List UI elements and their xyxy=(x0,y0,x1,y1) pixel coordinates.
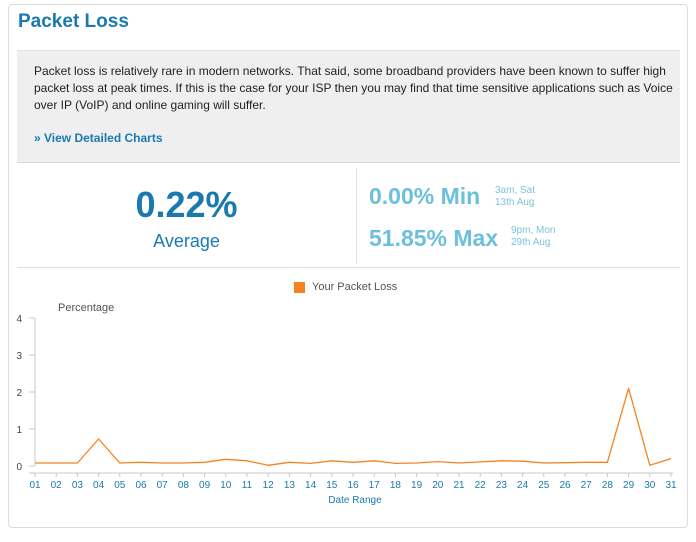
x-tick-label: 29 xyxy=(623,480,635,491)
legend-label: Your Packet Loss xyxy=(312,281,398,293)
x-tick-label: 13 xyxy=(284,480,296,491)
x-tick-label: 18 xyxy=(390,480,402,491)
x-tick-label: 23 xyxy=(496,480,508,491)
stats-row: 0.22% Average 0.00% Min 3am, Sat 13th Au… xyxy=(17,168,680,268)
min-time: 3am, Sat xyxy=(495,185,536,196)
x-tick-label: 10 xyxy=(220,480,232,491)
data-point xyxy=(670,457,672,459)
x-tick-label: 27 xyxy=(581,480,593,491)
x-tick-label: 11 xyxy=(242,480,253,491)
x-tick-label: 20 xyxy=(432,480,444,491)
x-tick-label: 06 xyxy=(135,480,147,491)
data-point xyxy=(76,462,78,464)
x-axis-title: Date Range xyxy=(328,495,382,506)
data-point xyxy=(649,464,651,466)
x-tick-label: 24 xyxy=(517,480,529,491)
data-point xyxy=(543,462,545,464)
data-point xyxy=(34,462,36,464)
data-point xyxy=(182,462,184,464)
x-tick-label: 12 xyxy=(263,480,275,491)
max-time: 9pm, Mon xyxy=(511,225,556,236)
data-point xyxy=(140,461,142,463)
data-point xyxy=(606,461,608,463)
data-point xyxy=(521,460,523,462)
x-tick-label: 22 xyxy=(475,480,487,491)
x-tick-label: 19 xyxy=(411,480,423,491)
data-point xyxy=(479,461,481,463)
x-tick-label: 02 xyxy=(51,480,63,491)
data-point xyxy=(352,461,354,463)
x-tick-label: 30 xyxy=(644,480,656,491)
data-point xyxy=(161,462,163,464)
x-tick-label: 09 xyxy=(199,480,211,491)
x-tick-label: 26 xyxy=(559,480,571,491)
max-value: 51.85% Max xyxy=(369,225,499,251)
data-point xyxy=(246,460,248,462)
x-tick-label: 17 xyxy=(369,480,381,491)
view-detailed-charts-link[interactable]: » View Detailed Charts xyxy=(34,131,163,145)
x-tick-label: 25 xyxy=(538,480,550,491)
data-point xyxy=(500,460,502,462)
data-point xyxy=(585,461,587,463)
data-point xyxy=(437,460,439,462)
legend-swatch xyxy=(294,282,305,293)
data-point xyxy=(309,462,311,464)
min-value: 0.00% Min xyxy=(369,183,481,209)
data-point xyxy=(119,462,121,464)
stats-divider xyxy=(356,168,357,264)
x-tick-label: 04 xyxy=(93,480,105,491)
data-point xyxy=(627,387,629,389)
y-tick-label: 0 xyxy=(16,462,22,473)
x-tick-label: 31 xyxy=(665,480,677,491)
x-tick-label: 05 xyxy=(114,480,126,491)
max-date: 29th Aug xyxy=(511,237,551,248)
y-tick-label: 3 xyxy=(16,351,22,362)
x-tick-label: 01 xyxy=(29,480,41,491)
data-point xyxy=(267,464,269,466)
average-label: Average xyxy=(153,231,220,251)
data-point xyxy=(203,461,205,463)
y-tick-label: 2 xyxy=(16,388,22,399)
x-tick-label: 16 xyxy=(347,480,359,491)
data-point xyxy=(97,438,99,440)
description-text: Packet loss is relatively rare in modern… xyxy=(34,64,673,112)
x-tick-label: 07 xyxy=(157,480,169,491)
data-point xyxy=(288,461,290,463)
data-point xyxy=(415,462,417,464)
data-point xyxy=(55,462,57,464)
data-point xyxy=(225,458,227,460)
x-tick-label: 15 xyxy=(326,480,338,491)
x-tick-label: 08 xyxy=(178,480,190,491)
data-point xyxy=(564,461,566,463)
data-point xyxy=(458,462,460,464)
data-point xyxy=(394,462,396,464)
info-box: Packet loss is relatively rare in modern… xyxy=(17,50,680,163)
min-date: 13th Aug xyxy=(495,197,535,208)
x-tick-label: 14 xyxy=(305,480,317,491)
y-tick-label: 4 xyxy=(16,314,22,325)
x-tick-label: 21 xyxy=(453,480,465,491)
y-axis-title: Percentage xyxy=(58,302,114,314)
panel-title: Packet Loss xyxy=(18,11,129,32)
series-line-0 xyxy=(35,387,672,466)
data-point xyxy=(331,460,333,462)
x-tick-label: 28 xyxy=(602,480,614,491)
average-value: 0.22% xyxy=(135,184,238,225)
x-tick-label: 03 xyxy=(72,480,84,491)
y-tick-label: 1 xyxy=(16,425,22,436)
data-point xyxy=(373,460,375,462)
